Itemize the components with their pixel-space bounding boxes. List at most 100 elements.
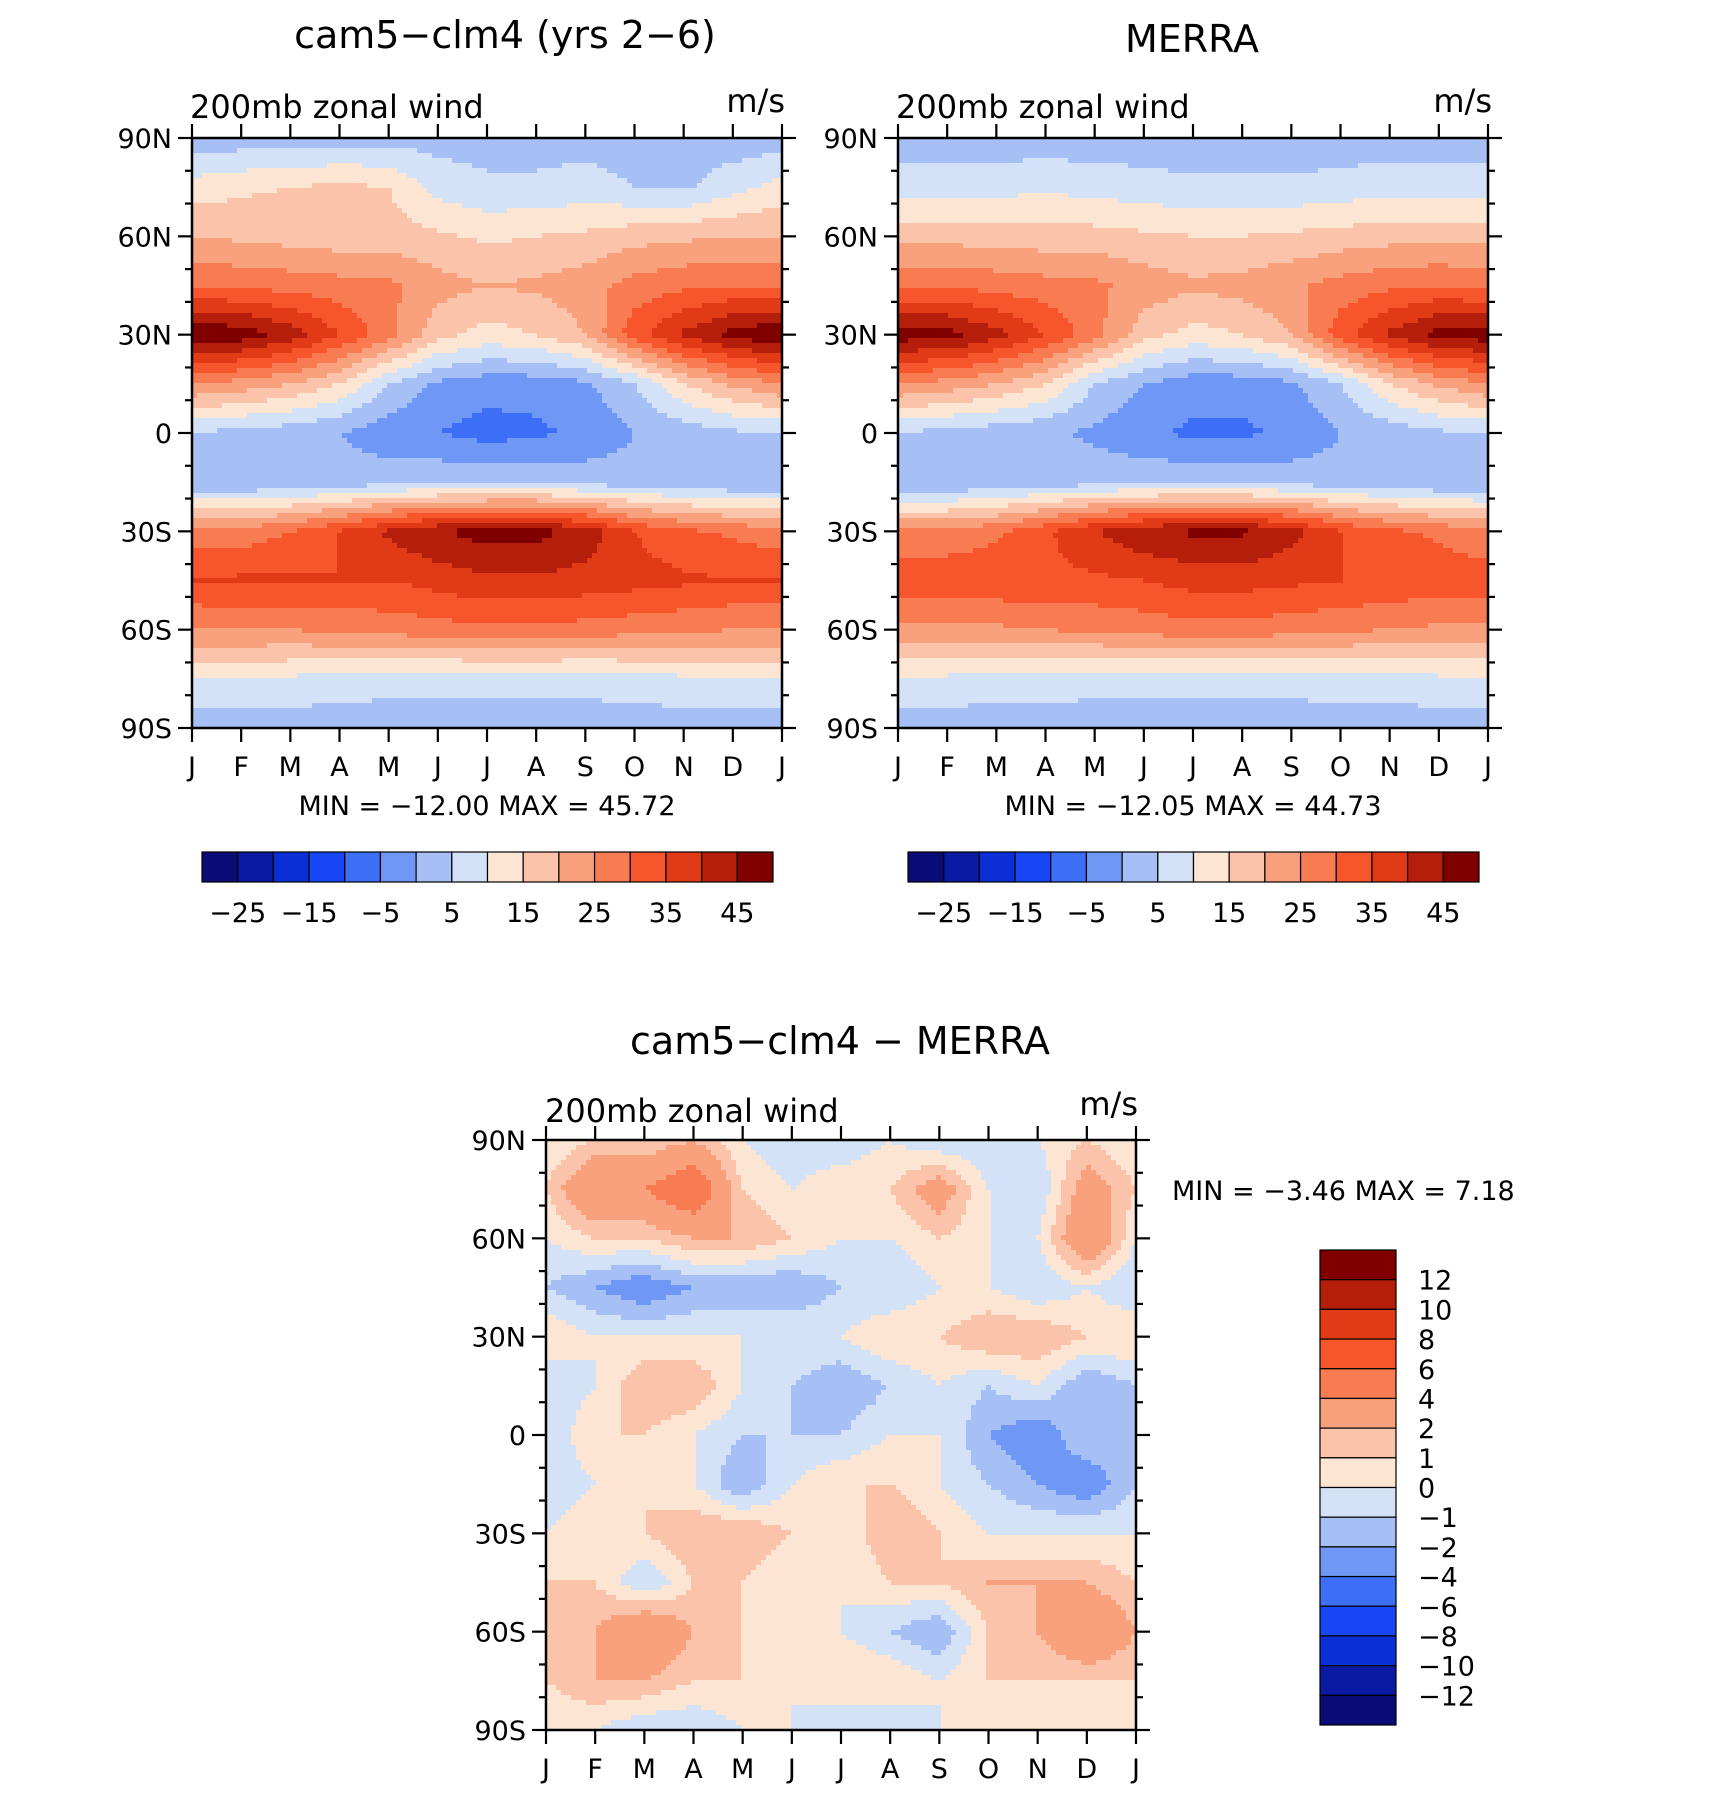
contour-cell bbox=[207, 168, 213, 174]
contour-cell bbox=[572, 153, 578, 159]
contour-cell bbox=[357, 163, 363, 169]
contour-cell bbox=[557, 318, 563, 324]
contour-cell bbox=[602, 243, 608, 249]
contour-cell bbox=[672, 323, 678, 329]
contour-cell bbox=[752, 153, 758, 159]
contour-cell bbox=[717, 323, 723, 329]
contour-cell bbox=[602, 203, 608, 209]
contour-cell bbox=[277, 143, 283, 149]
contour-cell bbox=[592, 203, 598, 209]
contour-cell bbox=[587, 258, 593, 264]
contour-cell bbox=[342, 188, 348, 194]
contour-cell bbox=[412, 323, 418, 329]
contour-cell bbox=[212, 273, 218, 279]
contour-cell bbox=[457, 148, 463, 154]
contour-cell bbox=[762, 318, 768, 324]
contour-cell bbox=[587, 323, 593, 329]
contour-cell bbox=[612, 248, 618, 254]
contour-cell bbox=[722, 198, 728, 204]
contour-cell bbox=[627, 178, 633, 184]
contour-cell bbox=[322, 233, 328, 239]
contour-cell bbox=[657, 148, 663, 154]
contour-cell bbox=[332, 143, 338, 149]
contour-cell bbox=[637, 253, 643, 259]
contour-cell bbox=[242, 253, 248, 259]
contour-cell bbox=[422, 203, 428, 209]
contour-cell bbox=[422, 193, 428, 199]
contour-cell bbox=[472, 238, 478, 244]
contour-cell bbox=[412, 248, 418, 254]
contour-cell bbox=[272, 263, 278, 269]
contour-cell bbox=[347, 223, 353, 229]
contour-cell bbox=[712, 253, 718, 259]
contour-cell bbox=[307, 223, 313, 229]
contour-cell bbox=[377, 288, 383, 294]
contour-cell bbox=[682, 153, 688, 159]
contour-cell bbox=[357, 328, 363, 334]
contour-cell bbox=[577, 263, 583, 269]
contour-cell bbox=[277, 178, 283, 184]
contour-cell bbox=[542, 158, 548, 164]
contour-cell bbox=[547, 283, 553, 289]
contour-cell bbox=[207, 273, 213, 279]
contour-cell bbox=[322, 223, 328, 229]
contour-cell bbox=[232, 248, 238, 254]
contour-cell bbox=[627, 208, 633, 214]
contour-cell bbox=[227, 288, 233, 294]
contour-cell bbox=[512, 153, 518, 159]
contour-cell bbox=[362, 213, 368, 219]
contour-cell bbox=[382, 173, 388, 179]
contour-cell bbox=[737, 158, 743, 164]
contour-cell bbox=[507, 318, 513, 324]
contour-cell bbox=[632, 238, 638, 244]
contour-cell bbox=[422, 148, 428, 154]
contour-cell bbox=[427, 328, 433, 334]
contour-cell bbox=[577, 178, 583, 184]
contour-cell bbox=[267, 143, 273, 149]
contour-cell bbox=[402, 163, 408, 169]
contour-cell bbox=[377, 213, 383, 219]
contour-cell bbox=[242, 303, 248, 309]
contour-cell bbox=[727, 198, 733, 204]
contour-cell bbox=[732, 308, 738, 314]
contour-cell bbox=[362, 203, 368, 209]
contour-cell bbox=[732, 278, 738, 284]
contour-cell bbox=[402, 278, 408, 284]
contour-cell bbox=[752, 318, 758, 324]
contour-cell bbox=[497, 293, 503, 299]
contour-cell bbox=[577, 228, 583, 234]
contour-cell bbox=[512, 233, 518, 239]
contour-cell bbox=[657, 178, 663, 184]
contour-cell bbox=[407, 303, 413, 309]
contour-cell bbox=[492, 268, 498, 274]
contour-cell bbox=[682, 143, 688, 149]
contour-cell bbox=[457, 153, 463, 159]
contour-cell bbox=[457, 188, 463, 194]
contour-cell bbox=[702, 258, 708, 264]
contour-cell bbox=[317, 248, 323, 254]
contour-cell bbox=[692, 213, 698, 219]
contour-cell bbox=[722, 228, 728, 234]
contour-cell bbox=[702, 223, 708, 229]
contour-cell bbox=[352, 203, 358, 209]
contour-cell bbox=[552, 188, 558, 194]
contour-cell bbox=[527, 223, 533, 229]
contour-cell bbox=[367, 243, 373, 249]
contour-cell bbox=[362, 323, 368, 329]
contour-cell bbox=[557, 218, 563, 224]
contour-cell bbox=[382, 178, 388, 184]
contour-cell bbox=[707, 283, 713, 289]
contour-cell bbox=[332, 153, 338, 159]
contour-cell bbox=[717, 248, 723, 254]
contour-cell bbox=[322, 188, 328, 194]
contour-cell bbox=[517, 213, 523, 219]
contour-cell bbox=[387, 263, 393, 269]
contour-cell bbox=[267, 168, 273, 174]
contour-cell bbox=[252, 318, 258, 324]
contour-cell bbox=[767, 168, 773, 174]
contour-cell bbox=[382, 158, 388, 164]
contour-cell bbox=[497, 328, 503, 334]
contour-cell bbox=[317, 238, 323, 244]
contour-cell bbox=[427, 233, 433, 239]
contour-cell bbox=[252, 298, 258, 304]
